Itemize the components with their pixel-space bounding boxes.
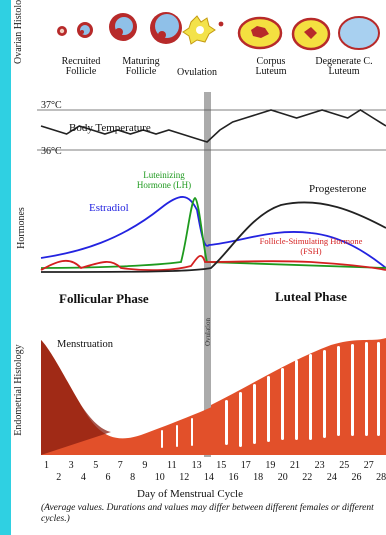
x-tick-day-13: 13 — [191, 460, 202, 471]
temp-36-tick: 36°C — [41, 146, 62, 157]
stage-corpus-luteum: Corpus Luteum — [255, 56, 287, 77]
x-tick-day-19: 19 — [265, 460, 276, 471]
x-tick-day-7: 7 — [117, 460, 123, 471]
side-stripe — [0, 0, 11, 535]
follicular-phase-label: Follicular Phase — [59, 291, 149, 306]
x-tick-day-15: 15 — [216, 460, 227, 471]
x-tick-day-23: 23 — [314, 460, 325, 471]
maturing-follicle-icon — [109, 12, 182, 44]
x-tick-day-24: 24 — [326, 472, 337, 483]
stage-recruited-follicle: Recruited Follicle — [61, 56, 101, 77]
stage-ovulation: Ovulation — [177, 67, 217, 78]
lh-curve — [40, 196, 386, 269]
x-tick-day-26: 26 — [351, 472, 362, 483]
progesterone-label: Progesterone — [309, 183, 367, 195]
x-tick-day-9: 9 — [142, 460, 148, 471]
diagram-canvas — [37, 12, 386, 457]
x-tick-day-16: 16 — [228, 472, 239, 483]
hormones-label: Hormones — [16, 207, 27, 249]
x-tick-day-17: 17 — [240, 460, 251, 471]
stage-maturing-follicle: Maturing Follicle — [122, 56, 160, 77]
x-tick-day-5: 5 — [93, 460, 99, 471]
x-tick-day-12: 12 — [179, 472, 190, 483]
estradiol-label: Estradiol — [89, 202, 129, 214]
ovarian-histology-label: Ovarian Histology — [13, 0, 24, 64]
ovulation-icon — [182, 15, 224, 45]
fsh-curve — [40, 254, 386, 272]
body-temperature-line — [40, 109, 386, 143]
x-tick-day-1: 1 — [44, 460, 49, 471]
footnote: (Average values. Durations and values ma… — [41, 503, 374, 524]
fsh-label: Follicle-Stimulating Hormone (FSH) — [259, 236, 363, 256]
x-tick-day-6: 6 — [105, 472, 111, 483]
x-tick-day-18: 18 — [253, 472, 264, 483]
x-tick-day-25: 25 — [339, 460, 350, 471]
luteal-phase-label: Luteal Phase — [275, 289, 347, 304]
x-tick-day-21: 21 — [290, 460, 300, 471]
x-tick-day-14: 14 — [203, 472, 214, 483]
endometrial-glands — [161, 342, 380, 448]
x-tick-day-20: 20 — [277, 472, 288, 483]
ovulation-band-label: Ovulation — [204, 318, 212, 346]
x-tick-day-10: 10 — [154, 472, 165, 483]
x-tick-day-28: 28 — [376, 472, 386, 483]
degenerate-corpus-luteum-icon — [338, 16, 380, 50]
x-tick-day-3: 3 — [68, 460, 74, 471]
recruited-follicle-icon — [57, 22, 93, 38]
body-temperature-label: Body Temperature — [69, 122, 151, 134]
x-tick-day-8: 8 — [130, 472, 136, 483]
x-tick-day-22: 22 — [302, 472, 313, 483]
corpus-luteum-icon — [237, 16, 331, 51]
endometrial-histology-label: Endometrial Histology — [13, 344, 24, 436]
menstrual-cycle-diagram: Ovarian Histology Hormones Endometrial H… — [11, 0, 386, 535]
x-tick-day-27: 27 — [363, 460, 374, 471]
menstruation-label: Menstruation — [57, 339, 113, 350]
endometrium-graphic — [41, 338, 386, 455]
x-tick-day-4: 4 — [80, 472, 86, 483]
x-tick-day-11: 11 — [167, 460, 177, 471]
stage-degenerate-corpus-luteum: Degenerate C. Luteum — [315, 56, 373, 77]
lh-label: Luteinizing Hormone (LH) — [136, 170, 192, 190]
temp-37-tick: 37°C — [41, 100, 62, 111]
x-axis-title: Day of Menstrual Cycle — [137, 488, 243, 500]
x-tick-day-2: 2 — [56, 472, 62, 483]
ovulation-band — [204, 92, 211, 457]
progesterone-curve — [40, 201, 386, 273]
ovarian-icons — [57, 12, 380, 51]
